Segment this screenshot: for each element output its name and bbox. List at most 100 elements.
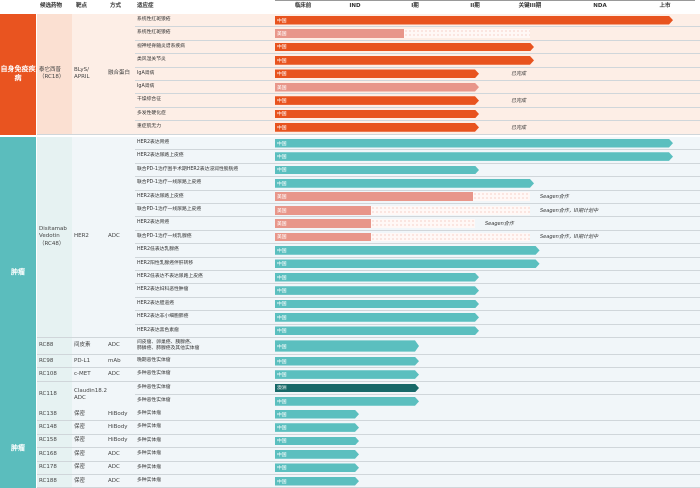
status-note: 已完成 [511, 98, 527, 105]
header-mode: 方式 [110, 3, 122, 9]
phase-progress-bar [275, 110, 479, 119]
pipeline-row: HER2阳性乳腺癌伴肝转移 中国 [135, 257, 700, 271]
region-label: 中国 [277, 181, 287, 187]
pipeline-row: 联合PD-1治疗一线尿路上皮癌 中国 [135, 177, 700, 191]
indication-label: HER2表达尿路上皮癌 [137, 153, 184, 159]
drug-name: RC188 [37, 475, 72, 488]
phase-progress-bar [275, 16, 673, 25]
phase-header: 临床前 [294, 3, 312, 9]
pipeline-row: 多种实体瘤 中国 [135, 475, 700, 488]
modality: ADC [108, 475, 135, 488]
modality: 融合蛋白 [108, 14, 135, 135]
pipeline-row: HER2表达黑色素瘤 中国 [135, 324, 700, 338]
phase-progress-bar [275, 450, 359, 459]
region-label: 中国 [277, 45, 287, 51]
pipeline-row: IgA肾病 美国 [135, 81, 700, 95]
phase-progress-bar [275, 246, 540, 255]
pipeline-row: IgA肾病 中国 已完成 [135, 67, 700, 81]
status-note: Seagen合作，III期计划中 [540, 234, 599, 241]
region-label: 中国 [277, 125, 287, 131]
phase-progress-bar [275, 463, 359, 472]
indication-label: HER2表达黑色素瘤 [137, 327, 179, 333]
target-name: Claudin18.2 ADC [72, 381, 108, 409]
phase-progress-bar [275, 123, 479, 132]
phase-progress-bar [275, 139, 673, 148]
indication-label: IgA肾病 [137, 70, 155, 76]
pipeline-row: 联合PD-1治疗围手术期HER2表达浸润性膀胱癌 中国 [135, 163, 700, 178]
pipeline-row: 联合PD-1治疗一线乳腺癌 美国 Seagen合作，III期计划中 [135, 230, 700, 245]
region-label: 中国 [277, 248, 287, 254]
region-label: 澳洲 [277, 386, 287, 392]
region-label: 中国 [277, 373, 287, 379]
category-label: 肿瘤 [0, 137, 36, 409]
indication-label: 多种恶性实体瘤 [137, 384, 171, 390]
pipeline-row: HER2表达非小细胞肺癌 中国 [135, 311, 700, 325]
phase-progress-bar [275, 219, 371, 228]
pipeline-row: 多种恶性实体瘤 澳洲 [135, 381, 700, 396]
region-label: 中国 [277, 359, 287, 365]
phase-progress-bar [275, 300, 479, 309]
region-label: 中国 [277, 58, 287, 64]
drug-name: RC168 [37, 448, 72, 462]
pipeline-row: HER2表达尿路上皮癌 中国 [135, 150, 700, 164]
phase-progress-bar [275, 166, 479, 175]
indication-label: HER2表达胃癌 [137, 220, 170, 226]
phase-progress-bar [275, 384, 419, 393]
pipeline-row: 类风湿关节炎 中国 [135, 54, 700, 68]
modality: ADC [108, 368, 135, 382]
pipeline-row: 多种实体瘤 中国 [135, 421, 700, 435]
region-label: 中国 [277, 18, 287, 24]
target-name: 保密 [72, 408, 108, 422]
status-note: Seagen合作，III期计划中 [540, 207, 599, 214]
indication-label: HER2低表达不表达尿路上皮癌 [137, 274, 203, 280]
indication-label: 多种恶性实体瘤 [137, 398, 171, 404]
indication-label: HER2表达尿路上皮癌 [137, 193, 184, 199]
target-name: PD-L1 [72, 355, 108, 369]
region-label: 中国 [277, 426, 287, 432]
phase-progress-bar [275, 29, 404, 38]
modality: ADC [108, 338, 135, 355]
status-note: Seagen合作 [540, 194, 569, 201]
phase-header: I期 [411, 3, 419, 9]
region-label: 中国 [277, 289, 287, 295]
phase-progress-bar [275, 152, 673, 161]
drug-name: RC148 [37, 421, 72, 435]
pipeline-row: HER2表达胆道癌 中国 [135, 297, 700, 312]
pipeline-row: 多种恶性实体瘤 中国 [135, 368, 700, 382]
modality: HiBody [108, 421, 135, 435]
status-note: 已完成 [511, 124, 527, 131]
target-name: 保密 [72, 475, 108, 488]
phase-progress-bar [275, 56, 534, 65]
target-name: 保密 [72, 448, 108, 462]
pipeline-row: 晚期恶性实体瘤 中国 [135, 355, 700, 369]
target-name: BLyS/ APRIL [72, 14, 108, 135]
planned-progress [473, 192, 530, 202]
region-label: 中国 [277, 344, 287, 350]
phase-progress-bar [275, 205, 371, 215]
target-name: 保密 [72, 434, 108, 449]
phase-progress-bar [275, 423, 359, 432]
region-label: 美国 [277, 85, 287, 91]
indication-label: HER2低表达乳腺癌 [137, 247, 179, 253]
region-label: 中国 [277, 302, 287, 308]
planned-progress [371, 232, 530, 242]
indication-label: 晚期恶性实体瘤 [137, 358, 171, 364]
modality: HiBody [108, 408, 135, 422]
drug-name: RC118 [37, 381, 72, 409]
phase-progress-bar [275, 370, 419, 379]
phase-header: IND [349, 3, 361, 9]
indication-label: 视神经脊髓炎谱系疾病 [137, 43, 185, 49]
phase-header: NDA [593, 3, 607, 9]
pipeline-row: 视神经脊髓炎谱系疾病 中国 [135, 40, 700, 55]
region-label: 中国 [277, 439, 287, 445]
drug-name: RC108 [37, 368, 72, 382]
region-label: 美国 [277, 195, 287, 201]
planned-progress [371, 205, 530, 215]
modality: ADC [108, 137, 135, 338]
drug-name: RC88 [37, 338, 72, 355]
indication-label: 类风湿关节炎 [137, 57, 166, 63]
region-label: 美国 [277, 222, 287, 228]
phase-progress-bar [275, 410, 359, 419]
indication-label: 联合PD-1治疗一线尿路上皮癌 [137, 180, 202, 186]
drug-name: RC178 [37, 461, 72, 475]
